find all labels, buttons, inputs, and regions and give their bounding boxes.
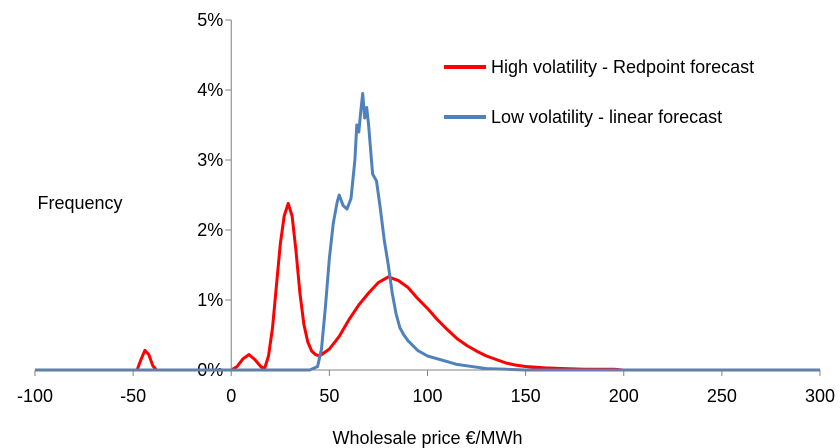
x-tick-label: 250 [707,386,737,406]
x-tick-label: 300 [805,386,835,406]
x-tick-label: 0 [226,386,236,406]
y-axis-ticks: 0%1%2%3%4%5% [197,10,232,380]
series-line-high-volatility [35,201,820,372]
x-tick-label: 100 [412,386,442,406]
x-axis-ticks: -100 -50 0 50 100 150 200 250 300 [17,370,835,406]
x-tick-label: -100 [17,386,53,406]
x-tick-label: 200 [609,386,639,406]
y-tick-label: 3% [197,150,223,170]
x-tick-label: 150 [511,386,541,406]
y-tick-label: 5% [197,10,223,30]
y-tick-label: 2% [197,220,223,240]
legend-label-high-volatility: High volatility - Redpoint forecast [491,57,754,77]
y-tick-label: 4% [197,80,223,100]
series-layer [35,92,820,372]
x-tick-label: 50 [319,386,339,406]
series-line-low-volatility [35,92,820,372]
y-axis-title: Frequency [37,193,122,213]
legend: High volatility - Redpoint forecast Low … [444,57,754,127]
x-tick-label: -50 [120,386,146,406]
legend-label-low-volatility: Low volatility - linear forecast [491,107,722,127]
y-tick-label: 1% [197,290,223,310]
x-axis-title: Wholesale price €/MWh [332,428,522,448]
